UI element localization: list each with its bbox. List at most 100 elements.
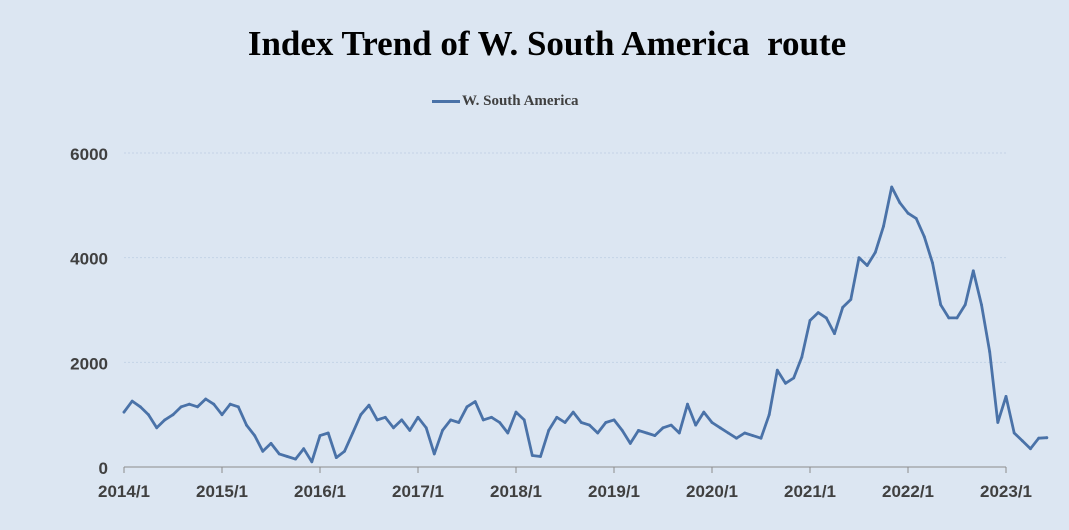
data-point xyxy=(922,235,926,239)
data-point xyxy=(539,455,542,458)
chart-title: Index Trend of W. South America route xyxy=(247,24,847,63)
data-point xyxy=(833,332,836,335)
data-point xyxy=(669,423,673,427)
data-point xyxy=(285,455,289,458)
data-point xyxy=(882,224,885,228)
data-point xyxy=(1004,395,1008,398)
data-point xyxy=(751,434,755,437)
x-tick-label: 2016/1 xyxy=(294,482,346,501)
data-point xyxy=(334,456,338,459)
data-point xyxy=(245,423,248,427)
x-tick-label: 2021/1 xyxy=(784,482,836,501)
data-point xyxy=(351,431,355,435)
data-point xyxy=(792,376,796,380)
data-point xyxy=(686,402,689,406)
data-point xyxy=(555,415,559,419)
data-point xyxy=(906,211,910,215)
data-point xyxy=(726,431,730,435)
data-point xyxy=(841,306,845,309)
series-line xyxy=(122,185,1049,464)
data-point xyxy=(963,303,967,307)
data-point xyxy=(261,449,265,453)
data-point xyxy=(980,303,983,307)
data-point xyxy=(392,426,395,430)
x-tick-label: 2023/1 xyxy=(980,482,1032,501)
data-point xyxy=(1037,436,1041,440)
data-point xyxy=(138,405,142,409)
data-point xyxy=(612,418,616,422)
data-point xyxy=(310,460,314,464)
data-point xyxy=(147,413,150,417)
data-point xyxy=(808,319,812,322)
data-point xyxy=(375,418,379,422)
data-point xyxy=(253,434,257,437)
data-point xyxy=(775,368,779,372)
data-point xyxy=(1020,439,1024,443)
x-tick-label: 2022/1 xyxy=(882,482,934,501)
data-point xyxy=(971,269,975,273)
data-point xyxy=(955,316,959,320)
x-tick-label: 2018/1 xyxy=(490,482,542,501)
data-point xyxy=(212,402,216,406)
x-tick-label: 2020/1 xyxy=(686,482,738,501)
data-point xyxy=(694,423,698,427)
data-point xyxy=(759,436,763,440)
data-point xyxy=(383,415,387,419)
data-point xyxy=(473,400,477,403)
x-tick-label: 2017/1 xyxy=(392,482,444,501)
data-point xyxy=(653,434,657,437)
y-tick-label: 6000 xyxy=(70,145,108,164)
data-point xyxy=(343,449,346,453)
data-point xyxy=(400,418,404,422)
data-point xyxy=(457,421,461,424)
data-point xyxy=(710,421,714,424)
data-point xyxy=(645,431,649,435)
data-point xyxy=(931,261,934,265)
data-point xyxy=(441,429,444,432)
data-point xyxy=(449,418,453,422)
y-tick-label: 0 xyxy=(99,459,108,478)
data-point xyxy=(604,421,608,424)
data-point xyxy=(620,429,624,432)
data-point xyxy=(849,298,853,301)
x-tick-label: 2014/1 xyxy=(98,482,150,501)
legend: W. South America xyxy=(432,93,579,110)
data-point xyxy=(130,399,134,403)
y-tick-label: 2000 xyxy=(70,354,108,373)
data-point xyxy=(498,421,502,424)
data-point xyxy=(171,413,175,417)
data-point xyxy=(914,217,918,220)
data-point xyxy=(996,421,1000,424)
data-point xyxy=(228,402,232,406)
data-point xyxy=(939,303,943,307)
data-point xyxy=(269,442,273,445)
data-point xyxy=(490,415,493,419)
data-point xyxy=(637,429,640,432)
data-point xyxy=(1045,436,1049,440)
data-point xyxy=(204,397,208,401)
data-point xyxy=(506,431,510,435)
data-point xyxy=(857,256,861,260)
data-point xyxy=(816,311,820,314)
data-point xyxy=(359,413,363,417)
data-point xyxy=(588,423,591,427)
data-point xyxy=(873,251,877,254)
data-point xyxy=(481,418,485,422)
data-point xyxy=(522,418,526,422)
data-point xyxy=(294,457,297,461)
data-point xyxy=(424,426,428,430)
data-point xyxy=(800,355,804,359)
data-point xyxy=(563,421,567,424)
data-point xyxy=(277,452,281,456)
data-point xyxy=(767,413,771,417)
data-point xyxy=(1012,431,1016,435)
data-point xyxy=(898,201,902,205)
data-point xyxy=(187,402,191,406)
data-point xyxy=(735,436,738,440)
data-point xyxy=(302,447,306,451)
data-point xyxy=(743,431,747,435)
data-point xyxy=(890,185,894,189)
data-point xyxy=(408,429,412,432)
data-point xyxy=(514,410,518,414)
